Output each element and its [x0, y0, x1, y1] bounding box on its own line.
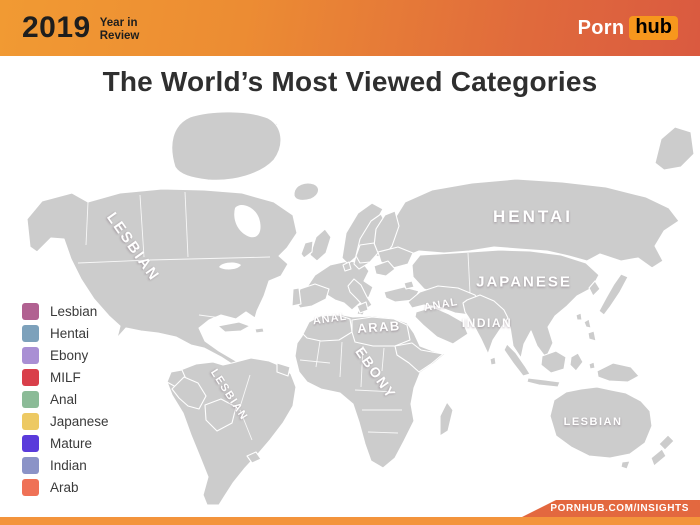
map-label-china: JAPANESE [476, 273, 572, 291]
map-label-russia: HENTAI [492, 207, 574, 226]
region-caucasus [403, 280, 415, 290]
legend-swatch-arab [22, 479, 39, 496]
region-new-zealand-south [650, 448, 667, 467]
legend-item-mature: Mature [22, 435, 109, 452]
legend-label-mature: Mature [50, 436, 93, 451]
year-in-review-group: 2019 Year in Review [22, 11, 139, 45]
legend-label-anal: Anal [50, 392, 78, 407]
legend-label-milf: MILF [50, 370, 81, 385]
region-moluccas [588, 361, 596, 370]
legend-item-anal: Anal [22, 391, 109, 408]
map-label-india: INDIAN [461, 316, 513, 330]
legend-swatch-anal [22, 391, 39, 408]
region-denmark [342, 261, 352, 272]
legend-label-hentai: Hentai [50, 326, 90, 341]
region-romania [373, 260, 396, 277]
region-north-america [26, 188, 298, 380]
logo-hub-badge: hub [629, 16, 678, 40]
legend-swatch-ebony [22, 347, 39, 364]
region-russia [387, 178, 680, 269]
region-iceland [293, 182, 320, 201]
region-sulawesi [569, 352, 584, 372]
region-greece [356, 301, 369, 314]
region-nw-africa [302, 314, 353, 342]
subtitle-line-2: Review [99, 29, 140, 42]
region-java [526, 377, 561, 388]
region-philippines-south [587, 330, 597, 342]
region-sumatra [503, 343, 531, 377]
region-sudan-horn [394, 342, 444, 373]
region-bolivia [204, 398, 237, 432]
year-text: 2019 [22, 11, 91, 44]
region-madagascar [439, 401, 454, 437]
region-india [462, 294, 509, 355]
legend-item-hentai: Hentai [22, 325, 109, 342]
legend-label-arab: Arab [50, 480, 79, 495]
region-spain [295, 283, 330, 309]
legend-swatch-japanese [22, 413, 39, 430]
page-title: The World’s Most Viewed Categories [102, 66, 598, 97]
region-uruguay [246, 451, 262, 464]
great-lakes [219, 262, 241, 270]
subtitle-line-1: Year in [99, 17, 138, 29]
region-russia-northeast [654, 126, 695, 171]
legend-item-arab: Arab [22, 479, 109, 496]
region-libya-egypt [351, 316, 411, 347]
header-banner: 2019 Year in Review Porn hub [0, 0, 700, 56]
bottom-border-bar [0, 517, 700, 525]
pornhub-logo: Porn hub [578, 16, 678, 40]
region-japan [598, 273, 629, 316]
legend-swatch-hentai [22, 325, 39, 342]
insights-url-ribbon: PORNHUB.COM/INSIGHTS [522, 500, 700, 517]
legend-swatch-indian [22, 457, 39, 474]
region-new-zealand-north [658, 434, 675, 451]
region-portugal [291, 287, 302, 307]
year-subtitle: Year in Review [100, 17, 140, 42]
region-caribbean [254, 327, 265, 334]
world-map [26, 111, 695, 506]
legend-swatch-mature [22, 435, 39, 452]
region-taiwan [575, 312, 583, 321]
region-tasmania [620, 460, 631, 470]
legend: Lesbian Hentai Ebony MILF Anal Japanese … [22, 303, 109, 496]
legend-label-ebony: Ebony [50, 348, 89, 363]
legend-swatch-lesbian [22, 303, 39, 320]
region-poland [355, 242, 379, 264]
legend-item-japanese: Japanese [22, 413, 109, 430]
legend-label-lesbian: Lesbian [50, 304, 98, 319]
legend-item-indian: Indian [22, 457, 109, 474]
legend-item-ebony: Ebony [22, 347, 109, 364]
region-ireland [300, 240, 314, 259]
logo-porn-text: Porn [577, 16, 625, 39]
region-guyana [276, 362, 291, 377]
region-borneo [540, 350, 567, 374]
region-korea [588, 280, 601, 297]
legend-label-indian: Indian [50, 458, 87, 473]
hudson-bay [234, 204, 261, 238]
legend-item-milf: MILF [22, 369, 109, 386]
legend-item-lesbian: Lesbian [22, 303, 109, 320]
region-sri-lanka [489, 356, 497, 366]
region-cuba [217, 321, 251, 333]
map-label-north-africa: ARAB [356, 317, 402, 337]
region-philippines-north [583, 318, 592, 329]
region-papua-new-guinea [596, 362, 640, 383]
country-border-lines [77, 191, 471, 441]
legend-swatch-milf [22, 369, 39, 386]
region-peru [171, 376, 207, 410]
region-greenland [171, 111, 282, 181]
region-saudi-arabia [414, 306, 469, 345]
map-label-australia: LESBIAN [563, 416, 623, 428]
region-uk [309, 228, 332, 262]
region-australia [549, 386, 653, 459]
legend-label-japanese: Japanese [50, 414, 109, 429]
